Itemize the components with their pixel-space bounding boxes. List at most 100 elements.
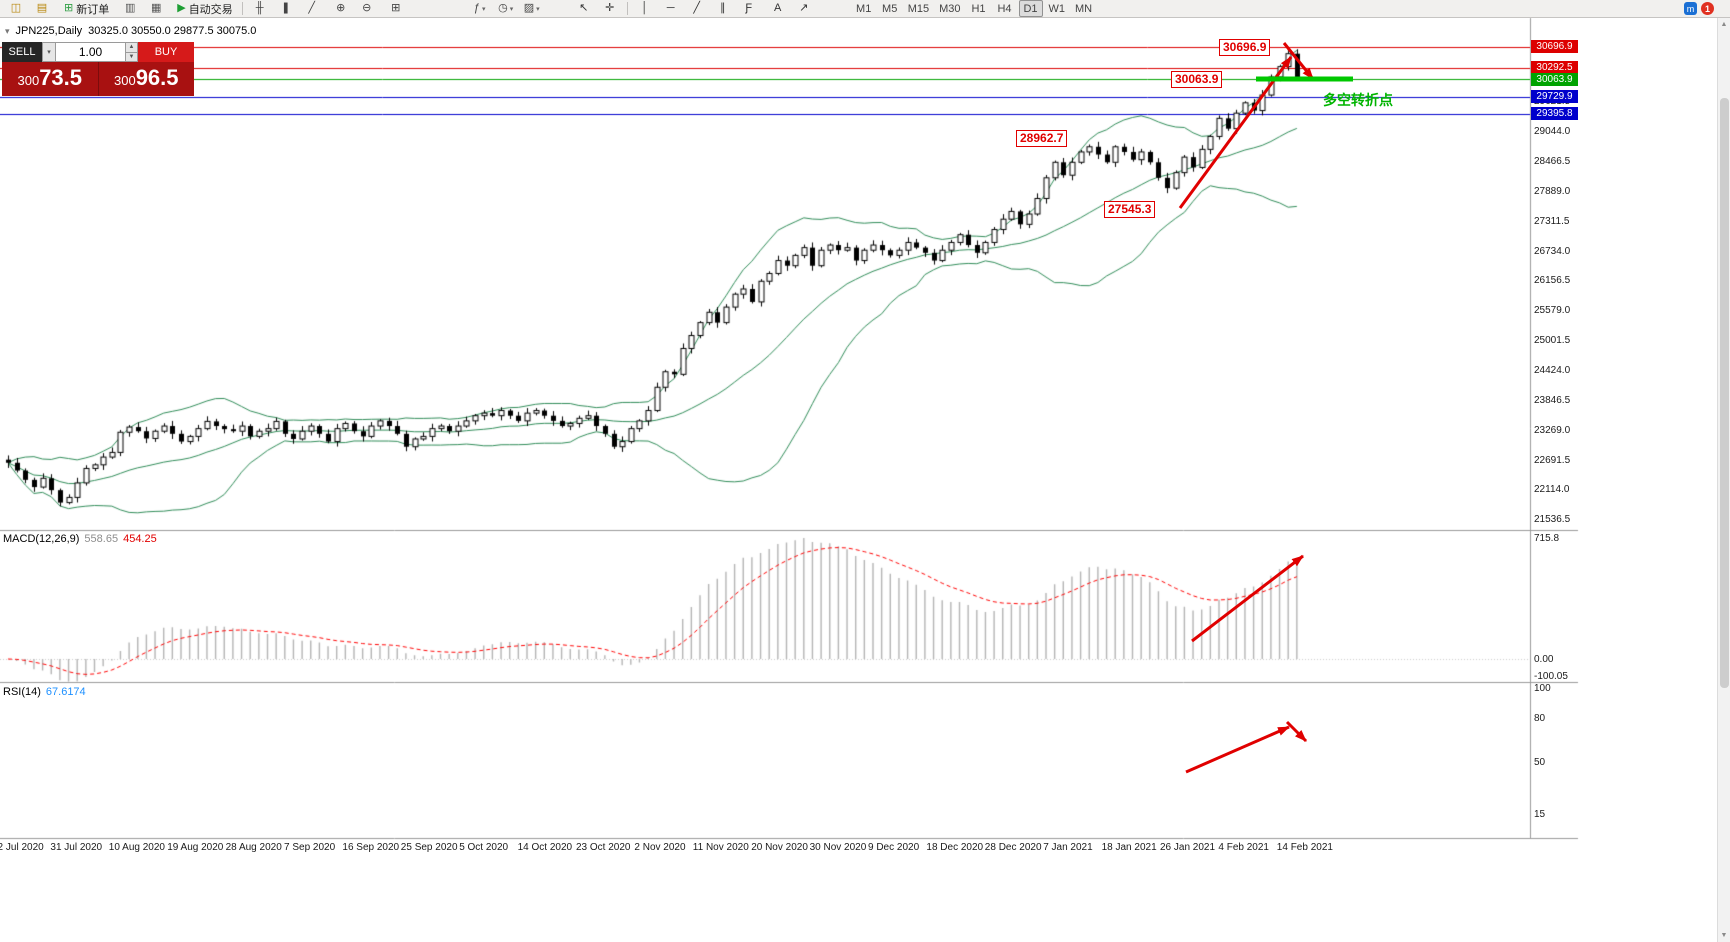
volume-increase-button[interactable]: ▲	[126, 43, 137, 53]
timeframe-mn-button-label: MN	[1075, 2, 1093, 15]
data-window-button[interactable]: ▦	[144, 0, 168, 17]
horizontal-line-icon: ─	[666, 2, 675, 14]
date-axis-label: 14 Oct 2020	[517, 842, 573, 853]
toolbar-right-icons: m 1	[1684, 2, 1714, 15]
profiles-button[interactable]: ▤	[30, 0, 54, 17]
new-order-button-label: 新订单	[76, 3, 110, 16]
text-label-button[interactable]: A	[766, 0, 790, 17]
rsi-axis-label: 100	[1534, 683, 1551, 694]
volume-stepper: ▲ ▼	[125, 42, 138, 62]
market-watch-button[interactable]: ▥	[118, 0, 142, 17]
price-axis-label: 22691.5	[1534, 454, 1571, 466]
fibonacci-button[interactable]: Ƒ	[737, 0, 761, 17]
templates-button[interactable]: ▨ ▾	[520, 0, 544, 17]
trendline-button[interactable]: ╱	[685, 0, 709, 17]
toolbar-separator	[626, 2, 628, 15]
arrows-tool-button[interactable]: ↗	[792, 0, 816, 17]
autotrading-button[interactable]: ▶ 自动交易	[173, 0, 236, 17]
community-icon[interactable]: m	[1684, 2, 1697, 15]
timeframe-d1-button[interactable]: D1	[1018, 0, 1043, 17]
timeframe-w1-button-label: W1	[1048, 2, 1066, 15]
buy-button[interactable]: BUY	[138, 42, 194, 62]
timeframe-h1-button[interactable]: H1	[967, 0, 991, 17]
price-level-tag: 29395.8	[1531, 107, 1578, 121]
buy-price[interactable]: 300 96.5	[97, 62, 195, 96]
horizontal-line-button[interactable]: ─	[659, 0, 683, 17]
new-order-button[interactable]: ⊞ 新订单	[60, 0, 113, 17]
date-axis-label: 31 Jul 2020	[50, 842, 103, 853]
date-axis-label: 23 Oct 2020	[576, 842, 631, 853]
date-axis-label: 10 Aug 2020	[108, 842, 165, 853]
scrollbar-thumb[interactable]	[1720, 98, 1729, 688]
date-axis-label: 22 Jul 2020	[0, 842, 44, 853]
price-axis-label: 21536.5	[1534, 514, 1571, 526]
notification-badge[interactable]: 1	[1701, 2, 1714, 15]
timeframe-m15-button[interactable]: M15	[904, 0, 933, 17]
sell-button[interactable]: SELL	[2, 42, 42, 62]
timeframe-m1-button[interactable]: M1	[852, 0, 876, 17]
candlestick-chart-icon: ❚	[281, 2, 291, 14]
indicators-button[interactable]: ƒ ▾	[468, 0, 492, 17]
chart-ohlc-values: 30325.0 30550.0 29877.5 30075.0	[88, 25, 257, 37]
volume-decrease-button[interactable]: ▼	[126, 52, 137, 61]
chart-context-icon[interactable]: ▾	[5, 25, 10, 36]
zoom-out-icon: ⊖	[362, 2, 372, 14]
scroll-up-icon[interactable]: ▲	[1720, 21, 1728, 28]
candlestick-chart-button[interactable]: ❚	[274, 0, 298, 17]
price-callout-box[interactable]: 30696.9	[1219, 39, 1271, 56]
scroll-down-icon[interactable]: ▼	[1720, 932, 1728, 939]
timeframe-w1-button[interactable]: W1	[1045, 0, 1070, 17]
volume-dropdown[interactable]: ▾	[42, 42, 55, 62]
price-callout-box[interactable]: 27545.3	[1104, 201, 1156, 218]
tile-windows-icon: ⊞	[391, 2, 401, 14]
line-chart-button[interactable]: ╱	[300, 0, 324, 17]
price-axis-label: 23269.0	[1534, 424, 1571, 436]
price-axis-label: 23846.5	[1534, 394, 1571, 406]
price-level-tag: 30292.5	[1531, 61, 1578, 75]
periods-button[interactable]: ◷ ▾	[494, 0, 518, 17]
macd-axis-label: 715.8	[1534, 533, 1560, 544]
timeframe-m30-button[interactable]: M30	[935, 0, 964, 17]
autotrading-button-label: 自动交易	[188, 3, 233, 16]
timeframe-h4-button[interactable]: H4	[993, 0, 1017, 17]
cursor-button[interactable]: ↖	[572, 0, 596, 17]
timeframe-mn-button[interactable]: MN	[1071, 0, 1096, 17]
date-axis-label: 28 Dec 2020	[984, 842, 1042, 853]
price-axis-label: 28466.5	[1534, 155, 1571, 167]
bar-chart-button[interactable]: ╫	[248, 0, 272, 17]
channel-button[interactable]: ∥	[711, 0, 735, 17]
date-axis-label: 19 Aug 2020	[167, 842, 224, 853]
sell-price[interactable]: 300 73.5	[17, 65, 83, 90]
vertical-scrollbar[interactable]: ▲ ▼	[1717, 18, 1730, 942]
channel-icon: ∥	[719, 2, 726, 14]
volume-input[interactable]	[55, 42, 125, 62]
price-callout-box[interactable]: 30063.9	[1171, 71, 1223, 88]
zoom-in-button[interactable]: ⊕	[329, 0, 353, 17]
crosshair-button[interactable]: ✛	[598, 0, 622, 17]
arrows-tool-icon: ↗	[799, 2, 809, 14]
vertical-line-button[interactable]: │	[633, 0, 657, 17]
cursor-icon: ↖	[579, 2, 589, 14]
turning-point-label[interactable]: 多空转折点	[1323, 92, 1393, 108]
date-axis-label: 4 Feb 2021	[1218, 842, 1269, 853]
rsi-axis-label: 15	[1534, 808, 1546, 820]
timeframe-m1-button-label: M1	[856, 2, 872, 15]
market-watch-icon: ▥	[125, 2, 136, 14]
new-chart-button[interactable]: ◫	[4, 0, 28, 17]
rsi-axis-label: 80	[1534, 712, 1546, 724]
dropdown-caret-icon: ▾	[536, 5, 540, 13]
macd-axis-label: 0.00	[1534, 654, 1554, 665]
rsi-axis-label: 50	[1534, 757, 1546, 768]
price-axis-label: 27889.0	[1534, 185, 1571, 197]
date-axis-label: 25 Sep 2020	[400, 842, 458, 853]
periods-icon: ◷	[498, 2, 508, 14]
price-callout-box[interactable]: 28962.7	[1016, 130, 1068, 147]
date-axis-label: 5 Oct 2020	[459, 842, 509, 853]
zoom-out-button[interactable]: ⊖	[355, 0, 379, 17]
date-axis-label: 18 Dec 2020	[926, 842, 984, 853]
tile-windows-button[interactable]: ⊞	[384, 0, 408, 17]
timeframe-m5-button[interactable]: M5	[878, 0, 902, 17]
